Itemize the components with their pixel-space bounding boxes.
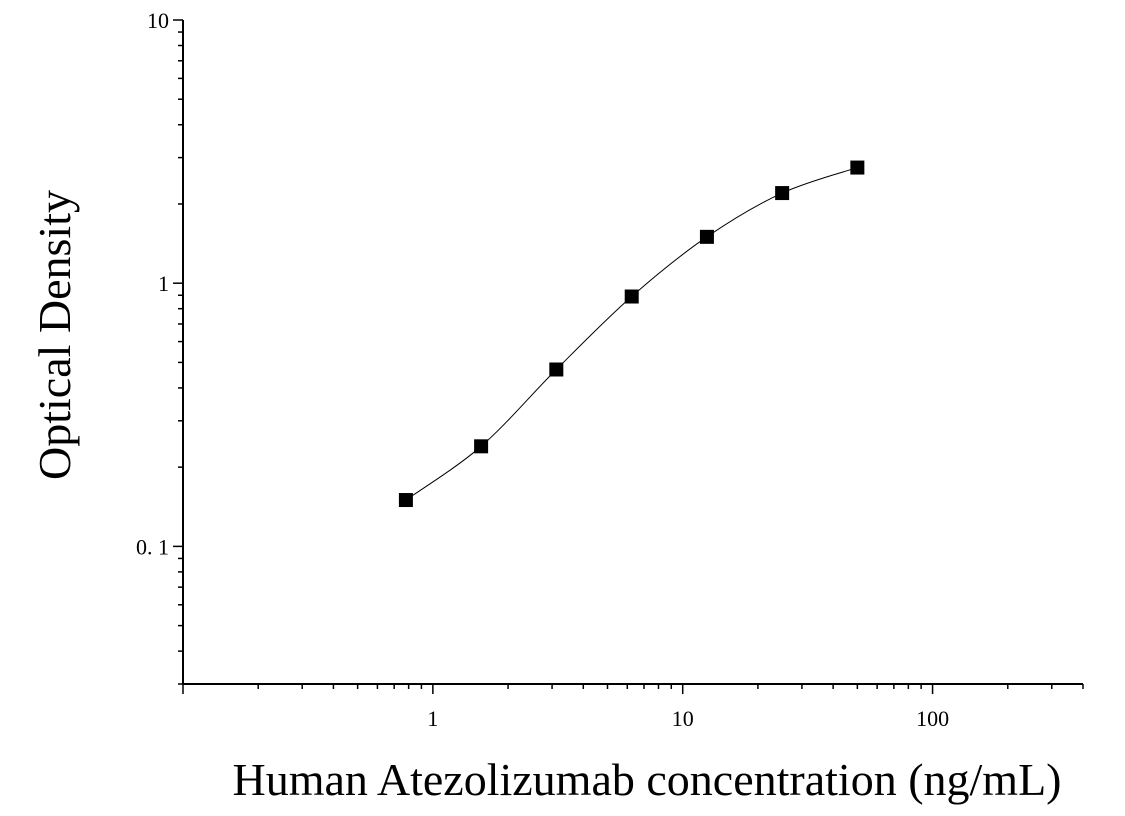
y-tick-label: 10: [147, 8, 169, 33]
y-axis-title: Optical Density: [29, 190, 80, 480]
data-point: [775, 186, 790, 201]
y-axis-ticks: [173, 19, 183, 685]
plot-area: 0. 1 1 10 1 10 100: [136, 8, 1084, 731]
x-tick-label: 10: [672, 706, 694, 731]
x-tick-label: 100: [916, 706, 949, 731]
x-axis-tick-labels: 1 10 100: [427, 706, 949, 731]
data-point: [549, 362, 564, 377]
y-axis-tick-labels: 0. 1 1 10: [136, 8, 169, 559]
y-tick-label: 1: [158, 271, 169, 296]
x-axis-ticks: [182, 684, 1084, 694]
x-tick-label: 1: [427, 706, 438, 731]
data-point: [398, 493, 413, 508]
data-points: [398, 160, 865, 508]
fit-curve: [405, 167, 858, 501]
x-axis-title: Human Atezolizumab concentration (ng/mL): [232, 754, 1061, 805]
data-point: [624, 289, 639, 304]
y-tick-label: 0. 1: [136, 534, 169, 559]
data-point: [850, 160, 865, 175]
data-point: [699, 229, 714, 244]
data-point: [474, 439, 489, 454]
